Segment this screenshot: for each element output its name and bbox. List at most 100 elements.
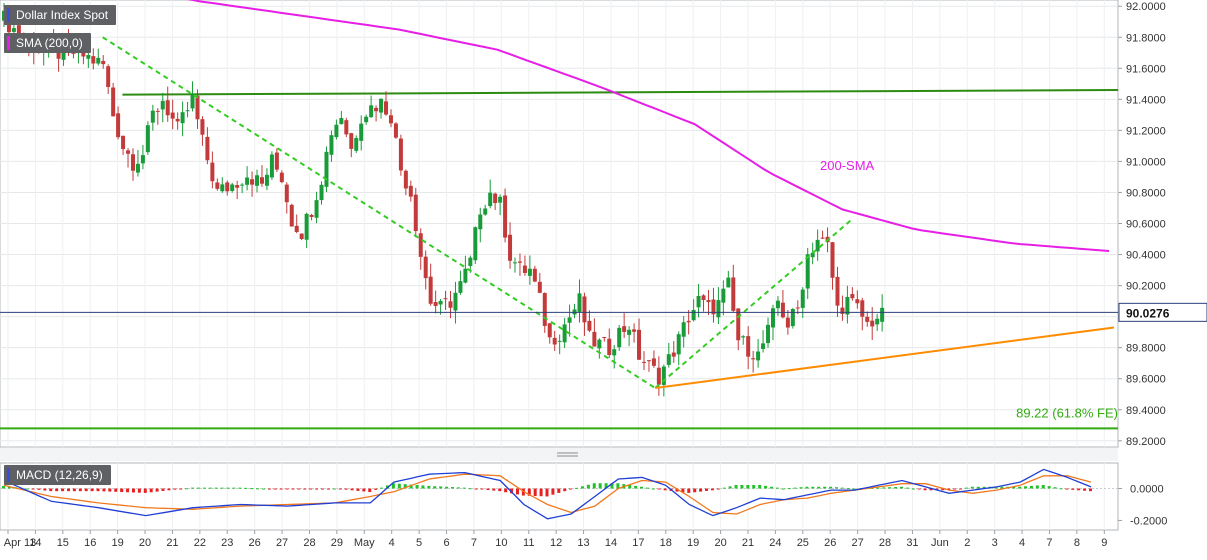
price-candle xyxy=(880,307,885,322)
price-candle xyxy=(294,225,299,232)
macd-histogram-bar xyxy=(332,488,336,490)
time-axis-label: 14 xyxy=(29,537,41,549)
macd-histogram-bar xyxy=(43,488,47,491)
macd-histogram-bar xyxy=(202,487,206,489)
macd-histogram-bar xyxy=(740,485,744,489)
macd-histogram-bar xyxy=(852,488,856,490)
macd-histogram-bar xyxy=(527,488,531,496)
macd-histogram-bar xyxy=(267,488,271,490)
price-candle xyxy=(845,296,850,315)
sma200-label: 200-SMA xyxy=(820,158,875,173)
price-candle xyxy=(364,116,369,123)
macd-histogram-bar xyxy=(391,483,395,489)
macd-histogram-bar xyxy=(911,488,915,490)
instrument-title: Dollar Index Spot xyxy=(16,8,109,22)
price-candle xyxy=(488,192,493,207)
macd-histogram-bar xyxy=(1024,486,1028,489)
macd-histogram-bar xyxy=(1065,488,1069,490)
price-candle xyxy=(334,124,339,138)
falling-trendline xyxy=(102,36,656,389)
macd-histogram-bar xyxy=(651,488,655,490)
price-candle xyxy=(165,100,170,116)
price-candle xyxy=(493,193,498,204)
price-candle xyxy=(309,214,314,217)
macd-line xyxy=(3,468,1092,520)
macd-histogram-bar xyxy=(439,486,443,489)
time-axis-label: 21 xyxy=(742,537,754,549)
macd-histogram-bar xyxy=(882,487,886,489)
price-candle xyxy=(721,288,726,303)
price-candle xyxy=(547,323,552,338)
price-candle xyxy=(577,293,582,312)
price-candle xyxy=(403,170,408,189)
macd-histogram-bar xyxy=(374,488,378,490)
time-axis-label: Jun xyxy=(931,537,949,549)
price-candle xyxy=(498,196,503,203)
macd-histogram-bar xyxy=(716,488,720,490)
macd-histogram-bar xyxy=(899,486,903,489)
price-candle xyxy=(96,57,101,64)
macd-histogram-bar xyxy=(37,488,41,490)
macd-histogram-bar xyxy=(592,483,596,489)
macd-histogram-bar xyxy=(427,485,431,489)
price-candle xyxy=(711,299,716,315)
macd-histogram-bar xyxy=(545,488,549,497)
price-candle xyxy=(562,324,567,343)
price-candle xyxy=(800,289,805,308)
macd-histogram-bar xyxy=(829,486,833,489)
price-candle xyxy=(175,118,180,122)
macd-histogram-bar xyxy=(1053,487,1057,489)
macd-histogram-bar xyxy=(179,488,183,490)
price-candle xyxy=(508,234,513,261)
macd-histogram-bar xyxy=(196,487,200,489)
macd-histogram-bar xyxy=(2,485,5,489)
price-candle xyxy=(145,125,150,153)
macd-histogram-bar xyxy=(462,487,466,489)
time-axis-label: 28 xyxy=(879,537,891,549)
price-candle xyxy=(324,151,329,187)
macd-histogram-bar xyxy=(575,487,579,489)
instrument-tag[interactable]: Dollar Index Spot xyxy=(4,5,117,25)
macd-histogram-bar xyxy=(55,488,59,492)
macd-histogram-bar xyxy=(876,487,880,489)
price-candle xyxy=(607,338,612,355)
sma-tag[interactable]: SMA (200,0) xyxy=(4,33,91,53)
macd-histogram-bar xyxy=(279,488,283,490)
macd-histogram-bar xyxy=(297,488,301,490)
macd-histogram-bar xyxy=(533,488,537,496)
macd-histogram-bar xyxy=(102,488,106,492)
macd-histogram-bar xyxy=(799,487,803,489)
macd-tag[interactable]: MACD (12,26,9) xyxy=(4,465,111,485)
price-candle xyxy=(597,339,602,349)
macd-histogram-bar xyxy=(663,488,667,491)
price-candle xyxy=(235,185,240,188)
price-candle xyxy=(637,329,642,360)
time-axis-label: 14 xyxy=(605,537,617,549)
price-axis-label: 92.0000 xyxy=(1126,1,1166,13)
macd-histogram-bar xyxy=(244,487,248,489)
price-candle xyxy=(627,329,632,335)
macd-histogram-bar xyxy=(403,484,407,489)
macd-histogram-bar xyxy=(793,487,797,489)
time-axis-label: 20 xyxy=(714,537,726,549)
price-candle xyxy=(344,120,349,135)
price-candle xyxy=(428,276,433,304)
macd-histogram-bar xyxy=(303,488,307,490)
macd-histogram-bar xyxy=(415,485,419,489)
price-axis-label: 91.2000 xyxy=(1126,125,1166,137)
macd-histogram-bar xyxy=(131,488,135,493)
price-candle xyxy=(805,254,810,289)
macd-histogram-bar xyxy=(728,486,732,489)
macd-swatch xyxy=(7,468,10,482)
macd-histogram-bar xyxy=(580,486,584,489)
price-candle xyxy=(150,110,155,123)
macd-histogram-bar xyxy=(256,488,260,490)
last-price-label: 90.0276 xyxy=(1126,306,1170,320)
price-candle xyxy=(820,237,825,239)
macd-histogram-bar xyxy=(338,488,342,490)
macd-histogram-bar xyxy=(894,486,898,489)
price-candle xyxy=(473,227,478,261)
macd-histogram-bar xyxy=(551,488,555,495)
price-candle xyxy=(612,349,617,356)
macd-histogram-bar xyxy=(681,488,685,493)
